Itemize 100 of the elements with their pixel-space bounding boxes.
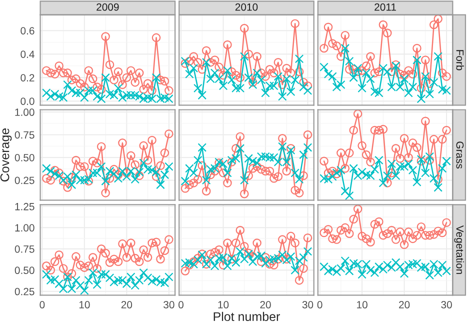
- point: [421, 116, 430, 126]
- point: [387, 168, 396, 178]
- point: [88, 86, 98, 95]
- point: [63, 80, 72, 90]
- point: [148, 136, 156, 145]
- point: [252, 68, 262, 78]
- point: [244, 50, 253, 58]
- point: [358, 270, 366, 279]
- point: [180, 59, 190, 68]
- point: [336, 226, 346, 235]
- point: [105, 60, 114, 70]
- y-tick-label: 1.00: [15, 108, 34, 116]
- point: [370, 220, 380, 229]
- point: [96, 142, 106, 151]
- point: [101, 73, 110, 82]
- point: [46, 176, 56, 185]
- point: [72, 156, 80, 165]
- point: [130, 78, 140, 87]
- point: [378, 64, 388, 73]
- point: [349, 73, 358, 82]
- point: [286, 68, 296, 78]
- point: [101, 188, 110, 198]
- point: [425, 230, 434, 240]
- point: [232, 238, 240, 248]
- point: [240, 189, 249, 198]
- point: [54, 61, 64, 70]
- point: [345, 148, 354, 158]
- point: [198, 143, 206, 152]
- point: [320, 62, 328, 72]
- point: [349, 214, 358, 224]
- point: [434, 226, 442, 236]
- point: [160, 148, 170, 158]
- point: [400, 74, 409, 84]
- point: [324, 174, 333, 184]
- point: [303, 143, 312, 152]
- point: [105, 174, 114, 183]
- point: [54, 279, 64, 288]
- point: [92, 168, 102, 178]
- point: [50, 169, 60, 178]
- point: [101, 176, 110, 186]
- point: [148, 86, 156, 95]
- point: [139, 141, 148, 150]
- point: [421, 168, 430, 178]
- point: [362, 234, 371, 244]
- point: [442, 86, 451, 95]
- point: [378, 178, 388, 188]
- point: [244, 73, 253, 82]
- point: [218, 159, 228, 168]
- point: [270, 174, 278, 183]
- point: [256, 76, 266, 84]
- point: [438, 164, 447, 173]
- point: [425, 90, 434, 98]
- point: [236, 84, 245, 93]
- point: [256, 257, 266, 266]
- point: [261, 258, 270, 268]
- point: [223, 178, 232, 188]
- point: [328, 166, 337, 176]
- point: [421, 230, 430, 240]
- point: [210, 166, 220, 176]
- point: [160, 278, 170, 288]
- point: [438, 228, 447, 238]
- point: [353, 64, 362, 73]
- point: [223, 168, 232, 178]
- point: [294, 54, 304, 64]
- point: [340, 186, 350, 196]
- point: [328, 39, 337, 48]
- point: [118, 80, 127, 90]
- point: [148, 166, 156, 175]
- point: [290, 19, 300, 28]
- x-tick-label: 0: [317, 301, 322, 308]
- point: [180, 184, 190, 193]
- point: [366, 74, 375, 84]
- point: [290, 238, 300, 248]
- point: [152, 238, 161, 246]
- text: Vegetation: [454, 225, 464, 274]
- point: [299, 264, 308, 273]
- point: [340, 30, 350, 40]
- point: [400, 70, 409, 80]
- point: [185, 164, 194, 173]
- point: [353, 67, 362, 76]
- point: [429, 78, 438, 87]
- point: [58, 93, 68, 102]
- point: [118, 138, 127, 148]
- point: [404, 153, 413, 162]
- point: [164, 129, 174, 138]
- x-tick-label: 30: [441, 301, 452, 308]
- point: [152, 33, 161, 42]
- point: [324, 22, 333, 32]
- point: [122, 73, 132, 82]
- point: [101, 248, 110, 258]
- point: [72, 74, 80, 84]
- chart-title: 2010: [235, 3, 258, 11]
- point: [290, 186, 300, 195]
- point: [92, 82, 102, 92]
- point: [105, 166, 114, 176]
- point: [378, 124, 388, 134]
- point: [290, 266, 300, 275]
- point: [328, 72, 337, 81]
- point: [320, 228, 328, 238]
- point: [218, 260, 228, 270]
